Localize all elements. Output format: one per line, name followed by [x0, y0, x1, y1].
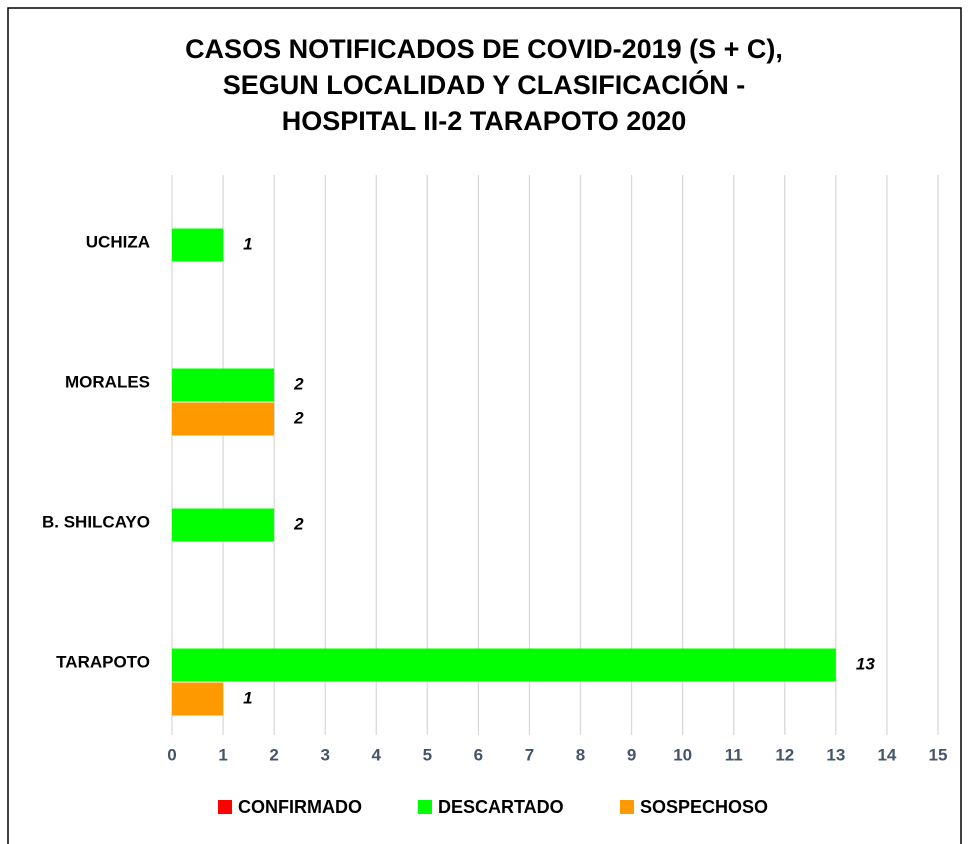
bar	[172, 368, 275, 402]
data-label: 1	[243, 234, 252, 253]
y-tick-label: B. SHILCAYO	[42, 512, 150, 531]
chart-frame	[7, 7, 962, 844]
x-tick-label: 15	[929, 745, 948, 764]
legend-label: SOSPECHOSO	[640, 797, 768, 817]
chart-title-line: HOSPITAL II-2 TARAPOTO 2020	[282, 106, 687, 136]
x-tick-label: 1	[218, 745, 227, 764]
legend-label: CONFIRMADO	[238, 797, 362, 817]
legend-label: DESCARTADO	[438, 797, 564, 817]
bar	[172, 402, 275, 436]
y-tick-label: UCHIZA	[86, 232, 150, 251]
x-tick-label: 3	[320, 745, 329, 764]
x-tick-label: 4	[372, 745, 382, 764]
x-tick-label: 0	[167, 745, 176, 764]
x-tick-label: 7	[525, 745, 534, 764]
x-tick-label: 9	[627, 745, 636, 764]
data-label: 2	[293, 374, 304, 393]
chart-title-line: CASOS NOTIFICADOS DE COVID-2019 (S + C),	[185, 34, 783, 64]
data-label: 1	[243, 688, 252, 707]
x-tick-label: 13	[826, 745, 845, 764]
x-tick-label: 12	[775, 745, 794, 764]
x-tick-label: 11	[725, 745, 743, 764]
x-tick-label: 2	[269, 745, 278, 764]
bar	[172, 228, 224, 262]
x-tick-label: 6	[474, 745, 483, 764]
x-tick-label: 14	[877, 745, 896, 764]
x-tick-label: 5	[423, 745, 432, 764]
x-tick-label: 10	[673, 745, 692, 764]
bar	[172, 648, 836, 682]
x-tick-label: 8	[576, 745, 585, 764]
bar	[172, 682, 224, 716]
data-label: 2	[293, 408, 304, 427]
legend-swatch	[418, 800, 432, 814]
bar	[172, 508, 275, 542]
legend-swatch	[218, 800, 232, 814]
data-label: 2	[293, 514, 304, 533]
y-tick-label: TARAPOTO	[56, 652, 150, 671]
y-tick-label: MORALES	[65, 372, 150, 391]
data-label: 13	[856, 654, 875, 673]
chart-title-line: SEGUN LOCALIDAD Y CLASIFICACIÓN -	[223, 69, 746, 100]
legend-swatch	[620, 800, 634, 814]
